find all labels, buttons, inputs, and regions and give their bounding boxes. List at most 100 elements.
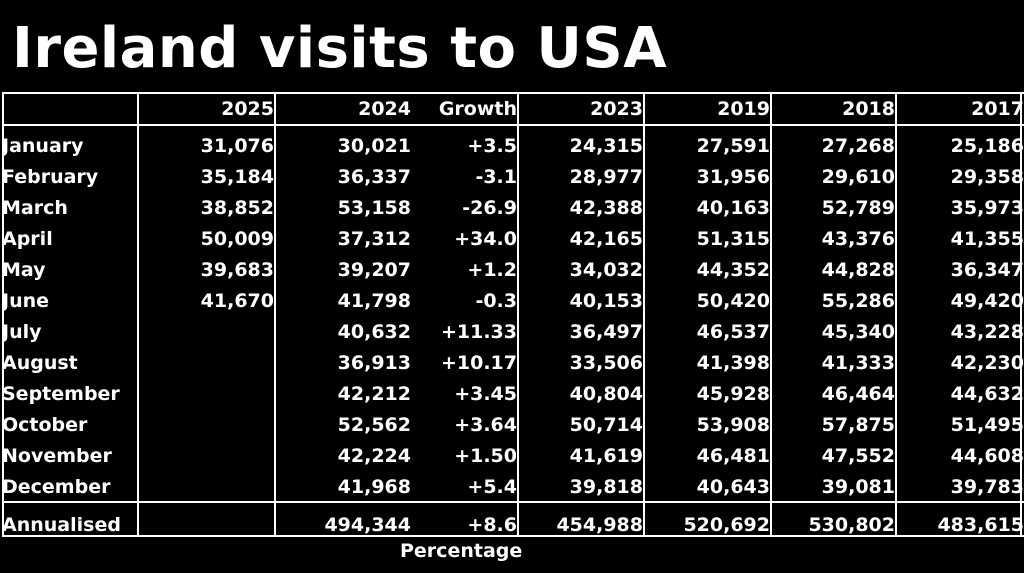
table-cell: 39,818 xyxy=(569,475,643,498)
table-cell: 51,495 xyxy=(950,413,1024,436)
table-cell: 29,358 xyxy=(950,165,1024,188)
table-cell: 31,076 xyxy=(200,134,274,157)
table-cell: 44,828 xyxy=(821,258,895,281)
column-header: 2019 xyxy=(717,98,770,120)
table-rule-total xyxy=(2,501,1024,503)
table-cell: 24,315 xyxy=(569,134,643,157)
table-cell: 45,340 xyxy=(821,320,895,343)
table-cell: 51,315 xyxy=(696,227,770,250)
row-label: November xyxy=(2,444,112,467)
table-rule-col-3 xyxy=(517,92,519,537)
table-cell: +5.4 xyxy=(467,475,517,498)
table-row: August 36,913 +10.17 33,506 41,398 41,333 42,2… xyxy=(2,347,1024,378)
table-row: June 41,670 41,798 -0.3 40,153 50,420 55,286 49… xyxy=(2,285,1024,316)
table-cell: 38,852 xyxy=(200,196,274,219)
table-cell: -0.3 xyxy=(475,289,517,312)
row-label: January xyxy=(2,134,84,157)
table-cell: 42,165 xyxy=(569,227,643,250)
table-cell: 41,398 xyxy=(696,351,770,374)
column-header: 2024 xyxy=(358,98,411,120)
table-rule-col-0 xyxy=(2,92,4,537)
total-row: Annualised 494,344 +8.6 454,988 520,692 530,8… xyxy=(2,507,1024,543)
footnote: Percentage xyxy=(400,540,523,562)
table-cell: 50,714 xyxy=(569,413,643,436)
table-cell: 47,552 xyxy=(821,444,895,467)
table-cell: +3.5 xyxy=(467,134,517,157)
table-cell: 41,355 xyxy=(950,227,1024,250)
table-cell: 53,158 xyxy=(337,196,411,219)
table-cell: 27,591 xyxy=(696,134,770,157)
table-cell: 39,683 xyxy=(200,258,274,281)
table-cell: 43,228 xyxy=(950,320,1024,343)
table-cell: 44,352 xyxy=(696,258,770,281)
table-cell: 43,376 xyxy=(821,227,895,250)
table-cell: +11.33 xyxy=(440,320,517,343)
table-cell xyxy=(137,440,274,471)
page-title: Ireland visits to USA xyxy=(12,16,668,81)
table-cell: 40,804 xyxy=(569,382,643,405)
table-cell xyxy=(137,347,274,378)
total-cell: 530,802 xyxy=(808,514,895,536)
table-rule-col-7 xyxy=(1020,92,1022,537)
row-label: June xyxy=(2,289,50,312)
table-cell: 36,347 xyxy=(950,258,1024,281)
table-rule-col-6 xyxy=(895,92,897,537)
table-cell: 42,212 xyxy=(337,382,411,405)
column-header xyxy=(2,92,137,126)
table-cell: 46,537 xyxy=(696,320,770,343)
visits-table: 2025 2024 Growth 2023 2019 2018 2017 January 31,… xyxy=(2,92,1024,543)
table-cell: 40,163 xyxy=(696,196,770,219)
table-cell: 41,968 xyxy=(337,475,411,498)
table-row: May 39,683 39,207 +1.2 34,032 44,352 44,828 36,… xyxy=(2,254,1024,285)
table-cell: +3.45 xyxy=(454,382,517,405)
table-cell: 39,081 xyxy=(821,475,895,498)
table-cell: 34,032 xyxy=(569,258,643,281)
table-row: July 40,632 +11.33 36,497 46,537 45,340 43,228 xyxy=(2,316,1024,347)
table-cell: 50,420 xyxy=(696,289,770,312)
table-cell: 41,619 xyxy=(569,444,643,467)
column-header: 2025 xyxy=(221,98,274,120)
column-header: 2023 xyxy=(590,98,643,120)
table-cell: 36,497 xyxy=(569,320,643,343)
table-rule-col-2 xyxy=(274,92,276,537)
row-label: July xyxy=(2,320,42,343)
total-cell: 494,344 xyxy=(324,514,411,536)
table-cell: 42,388 xyxy=(569,196,643,219)
total-cell: +8.6 xyxy=(467,514,517,536)
table-cell: +1.50 xyxy=(454,444,517,467)
table-cell: 46,481 xyxy=(696,444,770,467)
table-rule-col-5 xyxy=(770,92,772,537)
table-cell: 52,789 xyxy=(821,196,895,219)
table-cell: 27,268 xyxy=(821,134,895,157)
table-cell: 36,337 xyxy=(337,165,411,188)
table-cell: 30,021 xyxy=(337,134,411,157)
table-cell: 52,562 xyxy=(337,413,411,436)
table-cell: 35,184 xyxy=(200,165,274,188)
table-cell: -3.1 xyxy=(475,165,517,188)
table-cell: 42,224 xyxy=(337,444,411,467)
table-cell xyxy=(137,378,274,409)
table-rule-col-1 xyxy=(137,92,139,537)
table-row: September 42,212 +3.45 40,804 45,928 46,464 44… xyxy=(2,378,1024,409)
row-label: May xyxy=(2,258,46,281)
table-cell: 37,312 xyxy=(337,227,411,250)
total-cell: 454,988 xyxy=(556,514,643,536)
table-rule-header xyxy=(2,124,1024,126)
row-label: October xyxy=(2,413,88,436)
table-cell: 39,783 xyxy=(950,475,1024,498)
table-cell: 55,286 xyxy=(821,289,895,312)
total-cell xyxy=(137,507,274,543)
table-cell: -26.9 xyxy=(462,196,517,219)
table-cell: +3.64 xyxy=(454,413,517,436)
table-cell: 53,908 xyxy=(696,413,770,436)
table-row: November 42,224 +1.50 41,619 46,481 47,552 44,… xyxy=(2,440,1024,471)
table-rule-bottom xyxy=(2,535,1024,537)
table-cell: 39,207 xyxy=(337,258,411,281)
header-row: 2025 2024 Growth 2023 2019 2018 2017 xyxy=(2,92,1024,126)
table-cell: 45,928 xyxy=(696,382,770,405)
table-row: February 35,184 36,337 -3.1 28,977 31,956 29,6… xyxy=(2,161,1024,192)
table-row: October 52,562 +3.64 50,714 53,908 57,875 51,4… xyxy=(2,409,1024,440)
table-rule-top xyxy=(2,92,1024,94)
table-row: April 50,009 37,312 +34.0 42,165 51,315 43,376… xyxy=(2,223,1024,254)
table-cell: 41,670 xyxy=(200,289,274,312)
